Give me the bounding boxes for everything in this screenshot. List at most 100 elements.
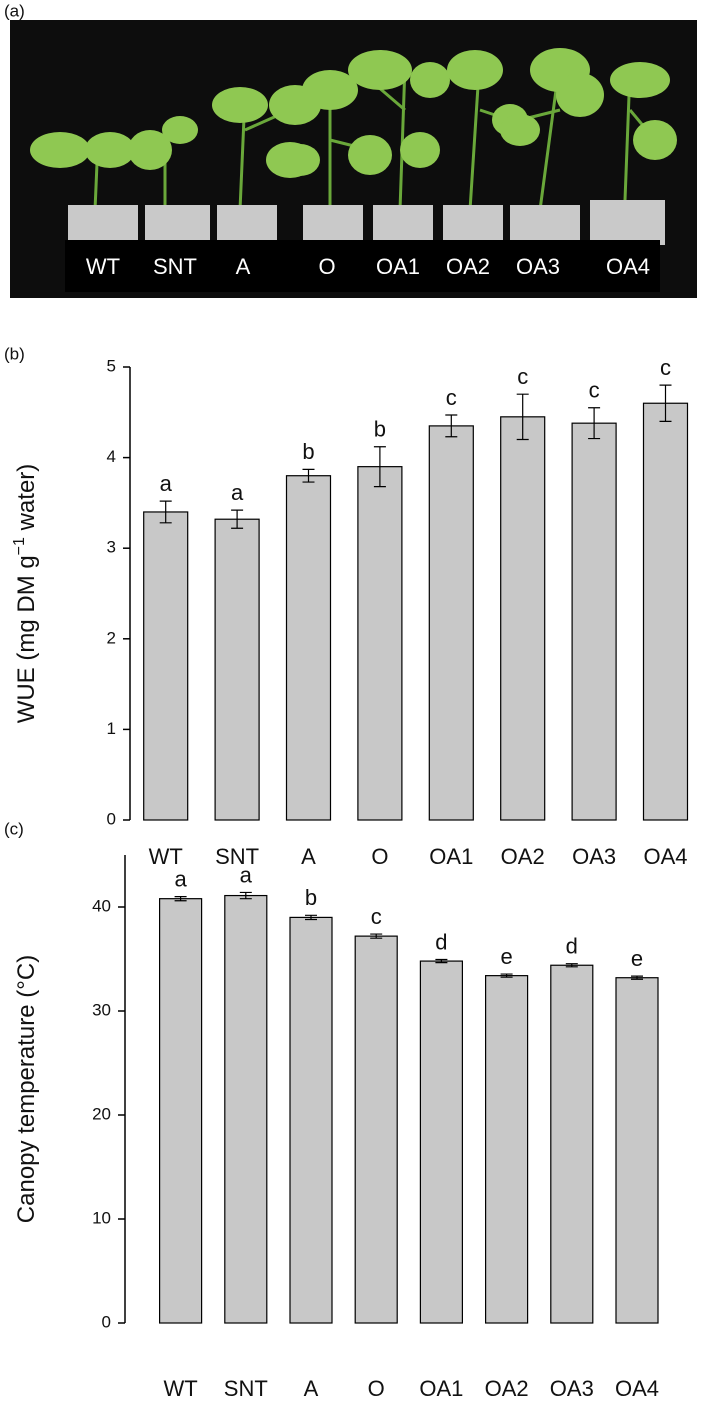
y-axis-label: Canopy temperature (°C) <box>13 955 40 1223</box>
bar <box>354 935 398 1324</box>
significance-letter: b <box>305 885 317 910</box>
x-tick-label: SNT <box>224 1376 268 1401</box>
y-axis-label-part: WUE (mg DM g <box>13 555 40 723</box>
bar <box>285 475 332 821</box>
y-axis-label-part: −1 <box>11 537 28 555</box>
significance-letter: c <box>517 364 528 389</box>
y-tick-label: 4 <box>107 447 116 466</box>
photo-label: OA4 <box>606 254 650 279</box>
y-tick-label: 0 <box>107 809 116 828</box>
bar <box>214 518 260 821</box>
y-axis-label-part: Canopy temperature (°C) <box>13 955 40 1223</box>
error-bar <box>305 914 317 921</box>
error-bar <box>231 509 244 529</box>
x-tick-label: OA3 <box>550 1376 594 1401</box>
bar <box>485 975 529 1324</box>
y-tick-label: 1 <box>107 719 116 738</box>
photo: WT SNT A O OA1 OA2 OA3 OA4 <box>10 20 697 298</box>
photo-label: WT <box>86 254 120 279</box>
pots <box>68 200 665 245</box>
error-bar <box>370 933 383 939</box>
bar <box>419 960 463 1324</box>
significance-letter: a <box>231 480 244 505</box>
photo-label: OA1 <box>376 254 420 279</box>
y-tick-label: 20 <box>92 1104 111 1123</box>
leaves <box>30 48 677 178</box>
error-bar <box>302 468 315 483</box>
significance-letter: b <box>302 439 314 464</box>
error-bar <box>565 963 578 968</box>
significance-letter: b <box>374 417 386 442</box>
y-tick-label: 10 <box>92 1208 111 1227</box>
x-tick-label: O <box>368 1376 385 1401</box>
bar <box>289 916 333 1324</box>
error-bar <box>631 975 643 980</box>
photo-labels: WT SNT A O OA1 OA2 OA3 OA4 <box>86 254 650 279</box>
error-bar <box>445 414 458 438</box>
bar <box>428 425 474 821</box>
x-tick-label: O <box>371 844 388 869</box>
photo-label: OA2 <box>446 254 490 279</box>
panel-label: (c) <box>4 819 24 838</box>
significance-letter: c <box>446 385 457 410</box>
x-tick-label: OA4 <box>615 1376 659 1401</box>
x-tick-label: WT <box>163 1376 197 1401</box>
significance-letter: a <box>160 471 173 496</box>
photo-label: OA3 <box>516 254 560 279</box>
significance-letter: c <box>660 355 671 380</box>
x-tick-label: OA1 <box>429 844 473 869</box>
panel-label: (a) <box>4 1 25 20</box>
photo-label: SNT <box>153 254 197 279</box>
x-tick-label: A <box>301 844 316 869</box>
chart: 0 10 20 30 40 Canopy temperature (°C) a WT a SNT b… <box>13 855 659 1401</box>
label-strip <box>65 240 660 292</box>
significance-letter: a <box>174 866 187 891</box>
bar <box>615 977 659 1324</box>
y-tick-label: 30 <box>92 1000 111 1019</box>
y-axis-label-part: water) <box>13 464 40 537</box>
x-tick-label: OA3 <box>572 844 616 869</box>
bar <box>143 511 189 821</box>
y-tick-label: 3 <box>107 538 116 557</box>
x-tick-label: OA1 <box>419 1376 463 1401</box>
x-tick-label: OA2 <box>501 844 545 869</box>
x-tick-label: SNT <box>215 844 259 869</box>
significance-letter: e <box>631 946 643 971</box>
bar <box>550 964 594 1324</box>
bar <box>357 466 403 821</box>
significance-letter: c <box>371 904 382 929</box>
bar <box>159 898 203 1324</box>
panel-label: (b) <box>4 344 25 363</box>
significance-letter: c <box>589 378 600 403</box>
photo-label: O <box>318 254 335 279</box>
x-tick-label: WT <box>149 844 183 869</box>
error-bar <box>588 407 601 440</box>
y-tick-label: 5 <box>107 356 116 375</box>
significance-letter: e <box>500 944 512 969</box>
error-bar <box>659 384 672 422</box>
x-tick-label: OA2 <box>485 1376 529 1401</box>
error-bar <box>159 500 172 524</box>
x-tick-label: OA4 <box>643 844 687 869</box>
y-tick-label: 40 <box>92 896 111 915</box>
significance-letter: a <box>240 862 253 887</box>
y-tick-label: 2 <box>107 628 116 647</box>
bar <box>642 402 689 821</box>
error-bar <box>174 896 187 902</box>
y-axis-label: WUE (mg DM g−1 water) <box>11 464 41 724</box>
error-bar <box>373 446 386 488</box>
error-bar <box>500 973 513 978</box>
chart: 0 1 2 3 4 5 WUE (mg DM g−1 water) a WT a SNT b Ab Oc O… <box>11 355 689 869</box>
significance-letter: d <box>435 929 447 954</box>
error-bar <box>516 393 529 441</box>
x-tick-label: A <box>304 1376 319 1401</box>
error-bar <box>239 891 252 900</box>
bar <box>224 894 268 1324</box>
error-bar <box>435 958 448 964</box>
y-tick-label: 0 <box>102 1312 111 1331</box>
photo-label: A <box>236 254 251 279</box>
bar <box>500 416 546 821</box>
significance-letter: d <box>566 933 578 958</box>
bar <box>571 422 617 821</box>
